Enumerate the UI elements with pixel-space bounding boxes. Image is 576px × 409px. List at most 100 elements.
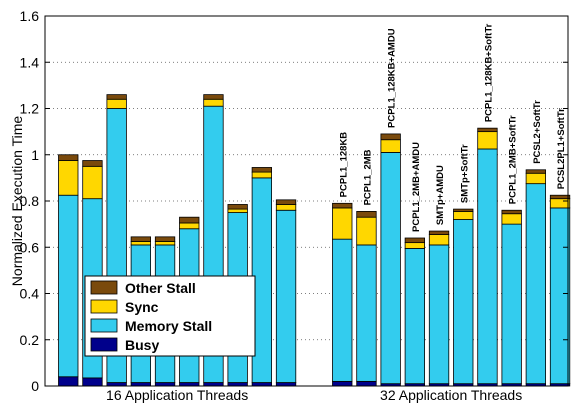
bar-segment-sync [332, 207, 353, 240]
bar-segment-busy [251, 382, 273, 387]
bar-segment-other [251, 167, 273, 173]
x-group-label: 32 Application Threads [380, 387, 522, 403]
bar-segment-other [227, 204, 248, 210]
bar-segment-sync [428, 234, 450, 246]
bar-segment-other [549, 194, 571, 200]
bar-segment-sync [130, 241, 152, 246]
bar-segment-other [275, 199, 297, 205]
bar-segment-busy [154, 382, 176, 387]
legend-swatch-sync [90, 299, 118, 314]
bar-segment-other [130, 236, 152, 242]
bar-segment-other [404, 237, 426, 244]
bar-segment-other [428, 230, 450, 235]
bar-segment-busy [332, 380, 353, 387]
bar-segment-memory [477, 148, 498, 385]
y-tick-label: 1 [31, 147, 39, 163]
bar-segment-memory [404, 248, 426, 385]
bar-label: PCPL1_2MB+SoftTr [508, 115, 519, 204]
legend-swatch-memory [90, 318, 118, 333]
bar-segment-sync [58, 160, 79, 196]
bar-segment-busy [203, 382, 224, 387]
bar-segment-memory [501, 223, 522, 385]
bar-segment-memory [356, 244, 377, 382]
bar-segment-sync [501, 213, 522, 225]
bar-segment-other [154, 236, 176, 242]
bar-label: PCPL1_2MB+AMDU [411, 142, 422, 232]
bar-label: PCPL1_128KB [338, 132, 349, 198]
bar-segment-sync [251, 171, 273, 179]
bar-segment-other [179, 216, 200, 224]
bar-segment-sync [82, 165, 103, 200]
bar-segment-memory [549, 207, 571, 385]
legend-label-sync: Sync [125, 299, 159, 315]
bar-segment-busy [179, 382, 200, 387]
bar-segment-sync [380, 139, 401, 153]
bar-segment-sync [525, 172, 546, 185]
y-tick-label: 0 [31, 378, 39, 394]
bar-segment-sync [154, 241, 176, 246]
legend-swatch-busy [90, 337, 118, 352]
bar-segment-memory [332, 238, 353, 382]
bar-label: PCSL2PL1+SoftTr [556, 108, 567, 189]
bar-segment-other [477, 127, 498, 133]
bar-segment-busy [82, 377, 103, 387]
bar-segment-other [453, 208, 474, 212]
x-group-label: 16 Application Threads [106, 387, 248, 403]
legend-label-memory: Memory Stall [125, 318, 212, 334]
y-axis-label: Normalized Execution Time [9, 116, 25, 287]
bar-segment-sync [203, 98, 224, 107]
bar-label: PCSL2+SoftTr [532, 100, 543, 164]
y-tick-label: 1.2 [20, 101, 40, 117]
bar-segment-other [501, 209, 522, 215]
bar-segment-other [525, 169, 546, 174]
bar-label: SMTp+AMDU [435, 165, 446, 225]
bar-labels-layer: PCPL1_128KB PCPL1_2MB PCPL1_128KB+AMDU PCPL… [338, 23, 567, 232]
bar-segment-other [82, 160, 103, 167]
bar-segment-sync [106, 98, 127, 109]
bar-segment-busy [106, 382, 127, 387]
bar-segment-memory [58, 194, 79, 378]
legend-label-busy: Busy [125, 337, 159, 353]
bar-segment-memory [380, 152, 401, 385]
bar-segment-memory [428, 244, 450, 385]
bar-segment-sync [275, 204, 297, 211]
bar-segment-busy [275, 382, 297, 387]
bar-label: PCPL1_128KB+AMDU [387, 28, 398, 128]
bar-segment-busy [356, 380, 377, 387]
bar-segment-other [106, 94, 127, 100]
legend-swatch-other [90, 280, 118, 295]
bar-segment-busy [58, 376, 79, 387]
bar-segment-busy [227, 382, 248, 387]
bar-segment-sync [453, 211, 474, 220]
bar-segment-busy [130, 382, 152, 387]
bar-segment-memory [453, 219, 474, 385]
plot-frame [44, 15, 569, 387]
bar-label: SMTp+SoftTr [459, 144, 470, 203]
bar-segment-other [380, 133, 401, 141]
bar-segment-memory [275, 209, 297, 383]
y-tick-label: 1.6 [20, 8, 40, 24]
bar-segment-sync [477, 131, 498, 150]
y-tick-label: 1.4 [20, 54, 40, 70]
bar-segment-sync [227, 208, 248, 213]
legend-label-other: Other Stall [125, 280, 196, 296]
legend: Other Stall Sync Memory Stall Busy [84, 275, 256, 357]
bar-segment-sync [356, 216, 377, 246]
axes-layer: 0 0.2 0.4 0.6 0.8 1 1.2 1.4 1.6 16 Application Th… [9, 8, 569, 403]
bar-segment-sync [404, 242, 426, 249]
bar-label: PCPL1_128KB+SoftTr [483, 23, 494, 122]
y-tick-label: 0.8 [20, 193, 40, 209]
bar-segment-sync [549, 198, 571, 209]
bar-segment-other [58, 154, 79, 161]
y-tick-label: 0.2 [20, 332, 40, 348]
bar-segment-other [332, 202, 353, 209]
bar-segment-other [356, 211, 377, 218]
bar-label: PCPL1_2MB [362, 149, 373, 205]
bar-segment-sync [179, 222, 200, 230]
bar-segment-other [203, 94, 224, 100]
y-tick-label: 0.6 [20, 239, 40, 255]
bar-segment-memory [525, 183, 546, 385]
y-tick-label: 0.4 [20, 286, 40, 302]
